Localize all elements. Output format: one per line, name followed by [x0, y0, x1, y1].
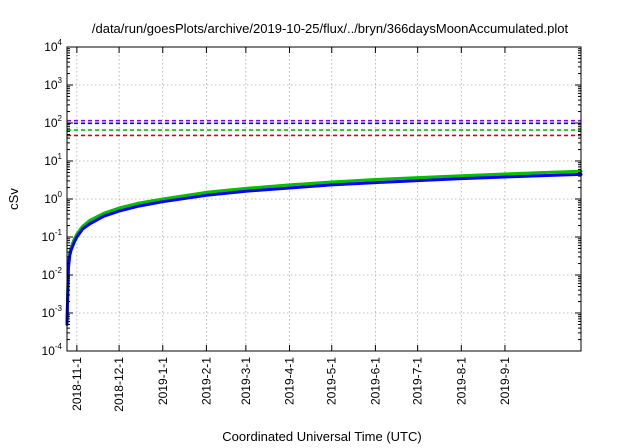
- y-tick-label: 10-2: [42, 266, 63, 282]
- y-tick-label: 10-1: [42, 228, 63, 244]
- x-tick-label: 2018-11-1: [70, 357, 84, 411]
- y-tick-label: 10-3: [42, 304, 63, 320]
- x-tick-label: 2019-2-1: [199, 357, 213, 405]
- y-tick-label: 103: [44, 76, 62, 92]
- y-tick-labels: 10-4 10-3 10-2 10-1 100 101 102 103 104: [42, 38, 63, 358]
- x-tick-label: 2019-1-1: [156, 357, 170, 405]
- series-line: [65, 172, 583, 326]
- x-tick-label: 2019-8-1: [454, 357, 468, 405]
- y-tick-label: 10-4: [42, 342, 63, 358]
- x-tick-label: 2019-5-1: [325, 357, 339, 405]
- x-tick-label: 2019-3-1: [239, 357, 253, 405]
- y-axis-label: cSv: [6, 188, 21, 210]
- x-tick-label: 2019-6-1: [368, 357, 382, 405]
- x-tick-label: 2019-9-1: [498, 357, 512, 405]
- x-tick-label: 2019-7-1: [411, 357, 425, 405]
- series-line: [65, 169, 583, 323]
- tick-marks: [67, 46, 581, 352]
- x-tick-labels: 2018-11-1 2018-12-1 2019-1-1 2019-2-1 2019-3…: [70, 357, 512, 412]
- reference-lines: [67, 119, 581, 137]
- y-tick-label: 101: [44, 152, 62, 168]
- y-tick-label: 102: [44, 114, 62, 130]
- grid-lines: [67, 47, 581, 351]
- x-tick-label: 2019-4-1: [282, 357, 296, 405]
- y-tick-label: 100: [44, 190, 62, 206]
- chart-title: /data/run/goesPlots/archive/2019-10-25/f…: [92, 21, 569, 36]
- data-series: [65, 169, 583, 326]
- x-tick-label: 2018-12-1: [112, 357, 126, 412]
- y-tick-label: 104: [44, 38, 62, 54]
- x-axis-label: Coordinated Universal Time (UTC): [222, 429, 421, 444]
